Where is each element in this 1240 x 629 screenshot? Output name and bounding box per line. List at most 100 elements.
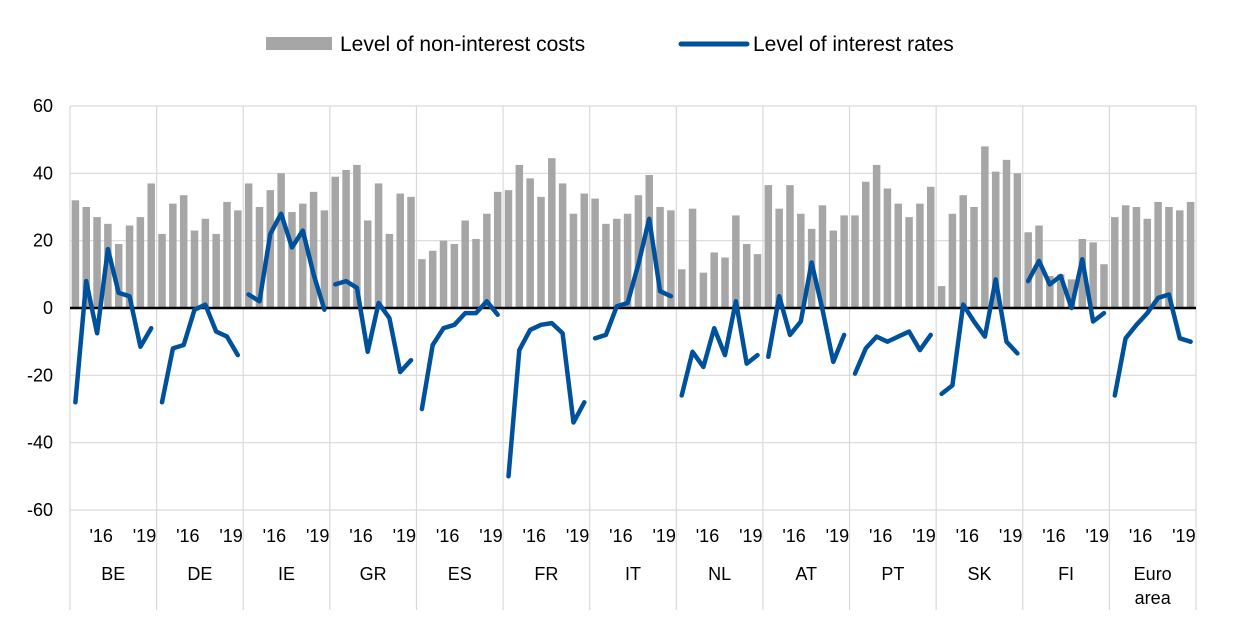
bar-at xyxy=(829,230,838,308)
year-tick-label: '19 xyxy=(306,526,329,546)
bar-euro-area xyxy=(1186,201,1195,308)
x-axis-ticks: '16 '19 BE '16 '19 DE '16 '19 IE '16 '19 GR '16 '19 ES… xyxy=(89,526,1195,608)
bar-pt xyxy=(851,215,859,308)
bar-fr xyxy=(515,164,524,308)
year-tick-label: '16 xyxy=(1129,526,1152,546)
bar-de xyxy=(179,195,188,308)
year-tick-label: '19 xyxy=(1086,526,1109,546)
group-label: IT xyxy=(625,564,641,584)
bar-fi xyxy=(1035,225,1043,308)
bar-ie xyxy=(266,190,275,308)
group-label: FR xyxy=(534,564,558,584)
line-ie xyxy=(246,211,327,312)
bar-gr xyxy=(374,183,383,308)
bar-it xyxy=(591,198,599,308)
legend: Level of non-interest costs Level of int… xyxy=(266,33,954,56)
bar-nl xyxy=(721,257,729,308)
line-de xyxy=(159,302,241,405)
year-tick-label: '16 xyxy=(263,526,286,546)
bar-nl xyxy=(688,208,697,308)
bar-sk xyxy=(981,146,989,308)
bar-it xyxy=(634,195,643,308)
bar-at xyxy=(840,215,848,308)
bar-de xyxy=(234,210,242,308)
group-label: BE xyxy=(101,564,125,584)
bar-be xyxy=(147,183,155,308)
y-tick-label: 40 xyxy=(33,163,53,183)
bar-euro-area xyxy=(1111,217,1119,308)
bar-ie xyxy=(244,183,253,308)
group-label: GR xyxy=(360,564,387,584)
bar-it xyxy=(623,213,632,308)
year-tick-label: '16 xyxy=(609,526,632,546)
bar-fi xyxy=(1056,274,1065,308)
bar-pt xyxy=(862,181,870,308)
bar-de xyxy=(158,233,166,308)
bar-at xyxy=(797,213,805,308)
bar-es xyxy=(461,220,469,308)
bar-sk xyxy=(970,207,978,308)
year-tick-label: '19 xyxy=(826,526,849,546)
group-label: Euro area xyxy=(1134,564,1172,608)
bar-es xyxy=(428,250,437,308)
line-nl xyxy=(679,299,760,398)
bar-fi xyxy=(1100,264,1108,308)
bar-euro-area xyxy=(1176,210,1184,308)
y-tick-label: -20 xyxy=(27,365,53,385)
bar-it xyxy=(645,175,653,308)
group-label: SK xyxy=(967,564,991,584)
bar-pt xyxy=(926,186,935,308)
line-be xyxy=(73,246,154,405)
year-tick-label: '16 xyxy=(696,526,719,546)
bar-sk xyxy=(1013,173,1022,308)
year-tick-label: '16 xyxy=(436,526,459,546)
bar-euro-area xyxy=(1165,207,1173,308)
bar-euro-area xyxy=(1121,205,1130,308)
legend-bar-swatch xyxy=(266,37,332,50)
bar-fi xyxy=(1067,279,1076,308)
line-fr xyxy=(506,320,587,479)
bar-fi xyxy=(1089,242,1097,308)
bar-nl xyxy=(710,252,718,308)
legend-line-label: Level of interest rates xyxy=(753,33,954,56)
bar-at xyxy=(775,208,783,308)
y-tick-label: 20 xyxy=(33,231,53,251)
bar-at xyxy=(786,185,794,308)
bar-pt xyxy=(905,217,913,308)
bar-fi xyxy=(1024,232,1032,308)
bar-nl xyxy=(753,254,762,308)
bar-gr xyxy=(353,164,361,308)
line-pt xyxy=(852,329,933,376)
year-tick-label: '19 xyxy=(566,526,589,546)
bar-ie xyxy=(299,203,307,308)
bar-nl xyxy=(699,272,708,308)
bar-pt xyxy=(916,203,924,308)
bar-fr xyxy=(558,183,567,308)
bar-fr xyxy=(580,193,589,308)
bar-be xyxy=(82,207,90,308)
line-fi xyxy=(1025,256,1107,324)
bar-nl xyxy=(732,215,740,308)
bar-sk xyxy=(991,171,1000,308)
year-tick-label: '19 xyxy=(739,526,762,546)
bar-sk xyxy=(959,195,967,308)
bar-es xyxy=(493,191,502,308)
bar-fi xyxy=(1078,238,1087,308)
bar-de xyxy=(223,201,231,308)
bar-be xyxy=(93,217,101,308)
year-tick-label: '19 xyxy=(912,526,935,546)
bar-gr xyxy=(363,220,372,308)
line-it xyxy=(592,216,674,341)
y-axis-ticks: -60 -40 -20 0 20 40 60 xyxy=(27,96,53,520)
bar-fr xyxy=(569,213,578,308)
year-tick-label: '19 xyxy=(479,526,502,546)
bar-fr xyxy=(504,190,513,308)
bar-gr xyxy=(385,233,394,308)
y-tick-label: -40 xyxy=(27,433,53,453)
bar-be xyxy=(125,225,134,308)
group-separators xyxy=(69,106,1197,610)
bar-pt xyxy=(894,203,903,308)
bar-fr xyxy=(526,178,534,308)
bar-euro-area xyxy=(1143,218,1152,308)
